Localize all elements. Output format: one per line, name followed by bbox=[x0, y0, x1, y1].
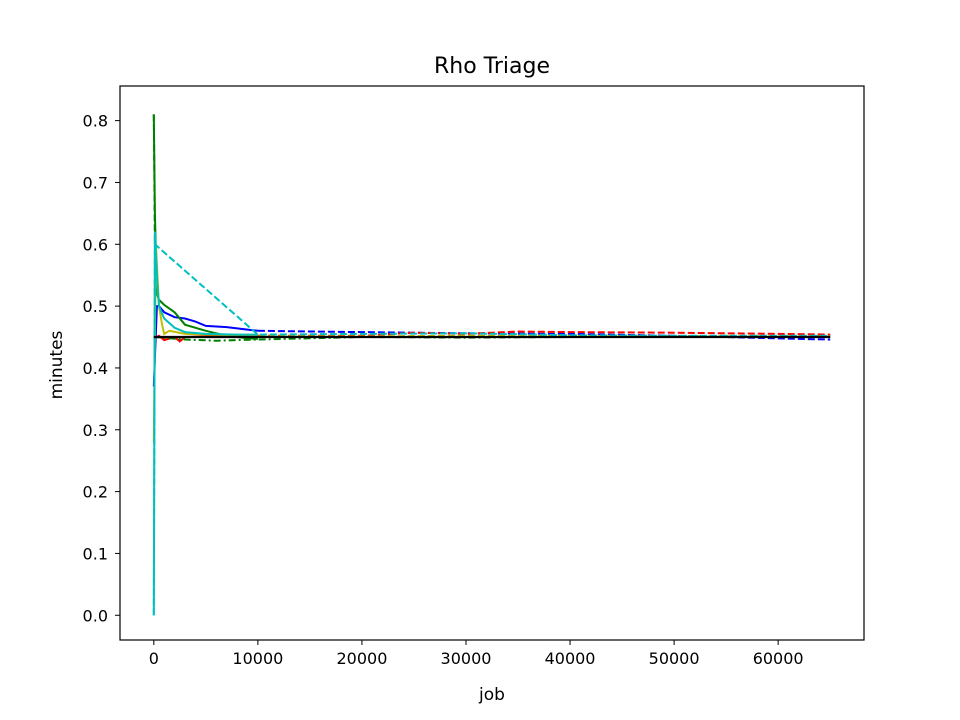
series-line-1 bbox=[257, 329, 831, 341]
y-tick-label: 0.5 bbox=[83, 297, 108, 316]
y-tick-label: 0.8 bbox=[83, 112, 108, 131]
x-tick-label: 40000 bbox=[545, 649, 596, 668]
x-tick-label: 10000 bbox=[232, 649, 283, 668]
y-tick-label: 0.6 bbox=[83, 235, 108, 254]
y-tick-label: 0.3 bbox=[83, 421, 108, 440]
x-tick-label: 30000 bbox=[441, 649, 492, 668]
y-tick-label: 0.2 bbox=[83, 483, 108, 502]
y-tick-label: 0.7 bbox=[83, 173, 108, 192]
y-axis-label: minutes bbox=[47, 330, 67, 399]
y-tick-label: 0.0 bbox=[83, 606, 108, 625]
x-tick-label: 50000 bbox=[649, 649, 700, 668]
plot-series bbox=[152, 114, 831, 616]
series-line-5 bbox=[152, 114, 156, 245]
series-line-3 bbox=[257, 330, 831, 337]
y-tick-label: 0.4 bbox=[83, 359, 108, 378]
x-axis-label: job bbox=[478, 685, 505, 705]
y-tick-label: 0.1 bbox=[83, 544, 108, 563]
chart-title: Rho Triage bbox=[434, 54, 550, 79]
plot-frame bbox=[119, 85, 865, 641]
series-line-9 bbox=[152, 231, 258, 616]
x-tick-label: 20000 bbox=[336, 649, 387, 668]
x-tick-label: 60000 bbox=[753, 649, 804, 668]
x-tick-label: 0 bbox=[149, 649, 159, 668]
series-line-10 bbox=[152, 242, 831, 616]
y-axis-ticks: 0.0 0.1 0.2 0.3 0.4 0.5 0.6 0.7 0.8 bbox=[83, 112, 120, 625]
x-axis-ticks: 0 10000 20000 30000 40000 50000 60000 bbox=[149, 640, 804, 668]
